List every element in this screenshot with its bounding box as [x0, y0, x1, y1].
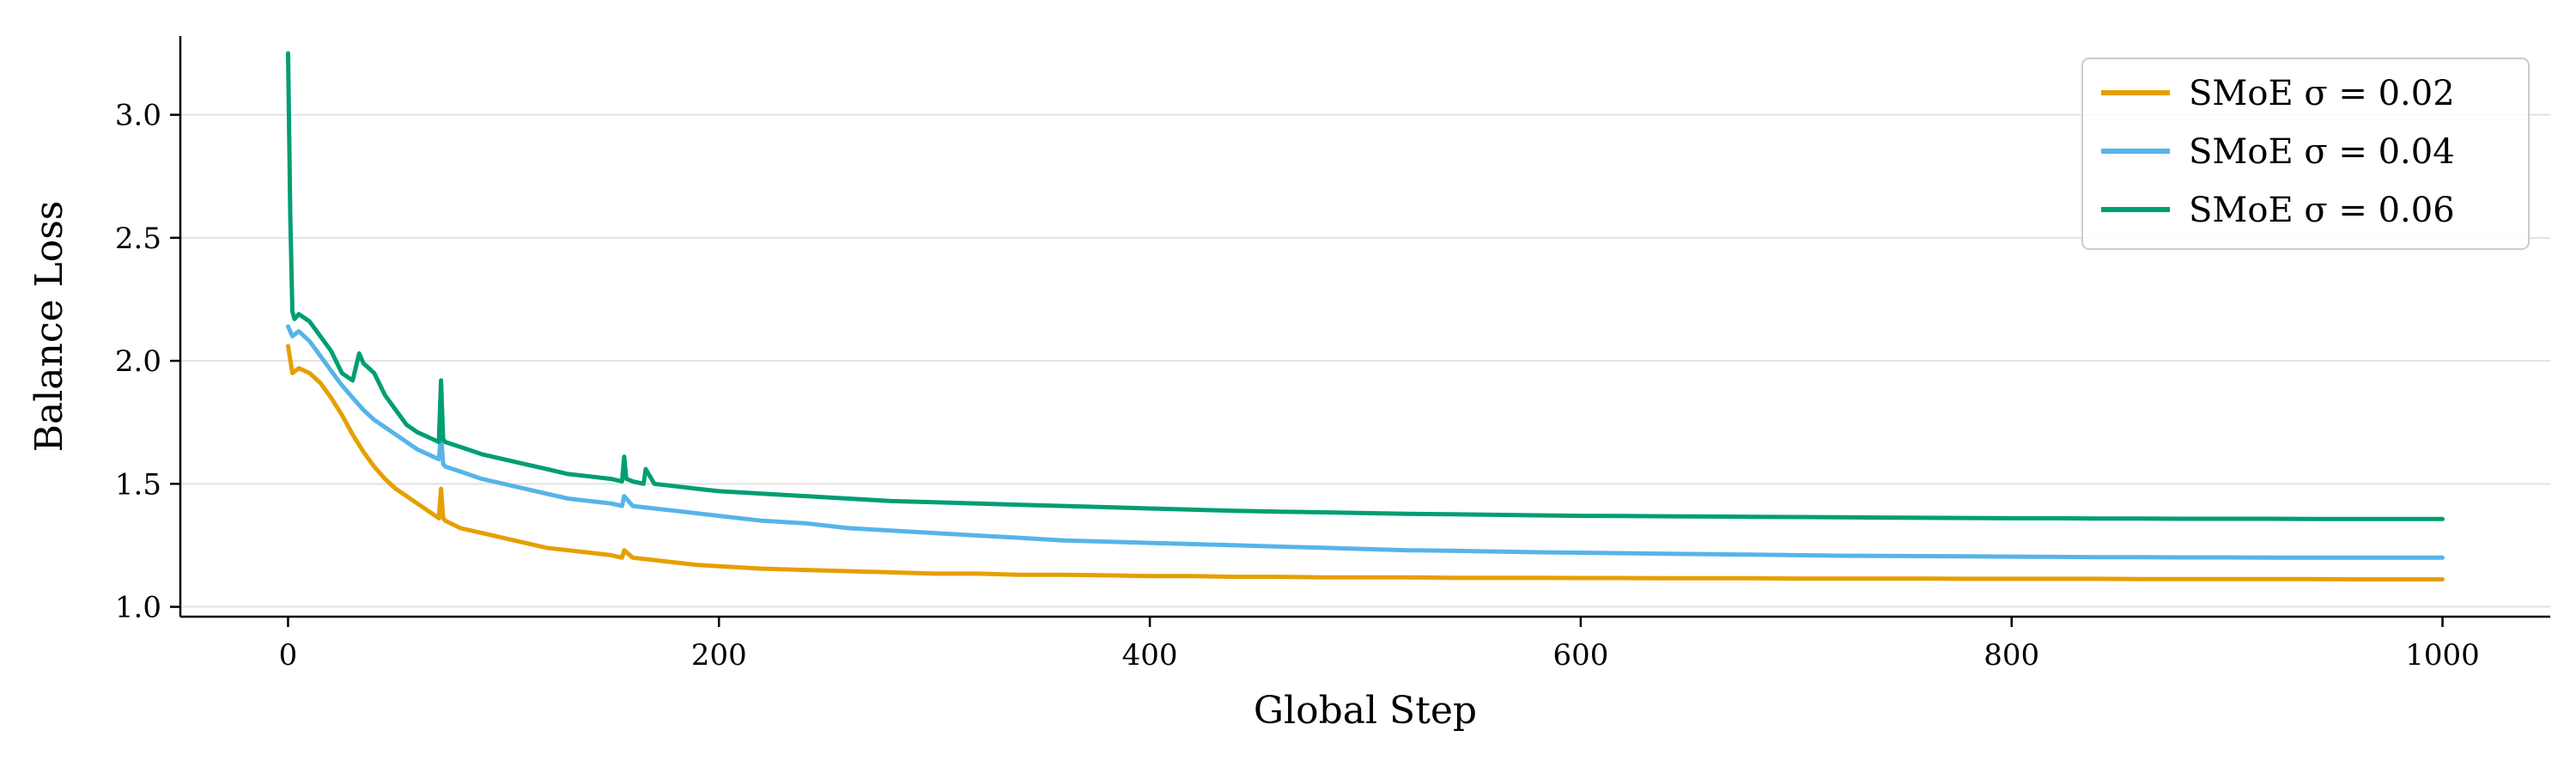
series-line-2 [286, 324, 2445, 560]
x-axis-title: Global Step [1254, 689, 1477, 733]
legend: SMoE σ = 0.02 SMoE σ = 0.04 SMoE σ = 0.06 [2081, 58, 2530, 250]
series-line-3 [286, 51, 2445, 521]
y-tick-label: 1.5 [115, 467, 161, 502]
x-tick-label: 800 [1984, 638, 2039, 673]
x-tick-label: 1000 [2405, 638, 2480, 673]
x-tick-label: 600 [1552, 638, 1608, 673]
series-line-1 [286, 344, 2445, 581]
legend-label: SMoE σ = 0.02 [2189, 74, 2455, 113]
axes: 1.0 1.5 2.0 2.5 3.0 0 200 400 600 800 1000 [115, 36, 2550, 673]
y-tick-label: 3.0 [115, 99, 161, 133]
x-tick-label: 0 [279, 638, 298, 673]
y-tick-label: 1.0 [115, 591, 161, 625]
y-tick-label: 2.0 [115, 344, 161, 379]
x-tick-label: 400 [1122, 638, 1178, 673]
x-tick-label: 200 [691, 638, 747, 673]
plot-series [286, 51, 2445, 581]
legend-label: SMoE σ = 0.04 [2189, 132, 2455, 172]
y-tick-label: 2.5 [115, 222, 161, 256]
legend-box [2081, 58, 2530, 250]
y-axis-title: Balance Loss [27, 201, 71, 453]
legend-label: SMoE σ = 0.06 [2189, 191, 2455, 230]
